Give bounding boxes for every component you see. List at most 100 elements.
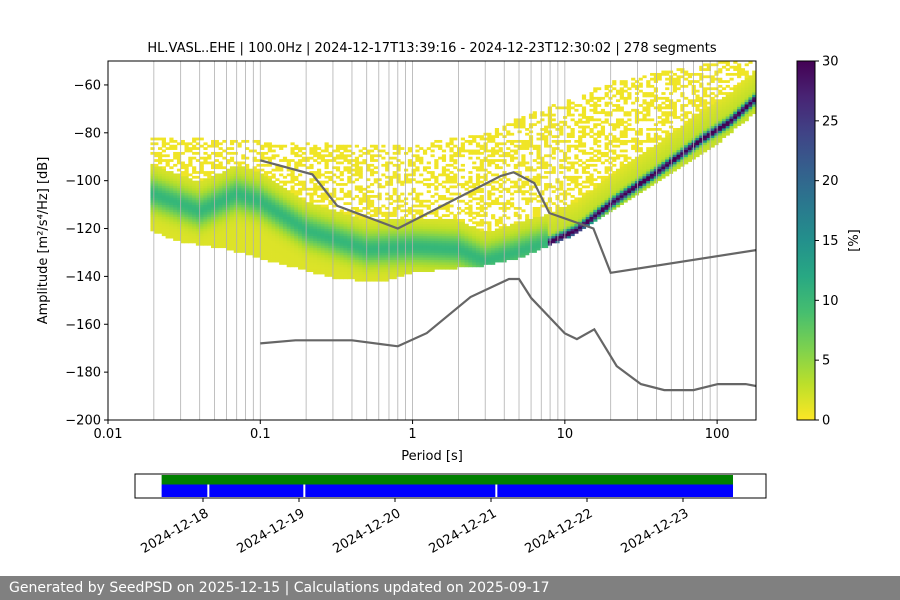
heatmap-cell	[498, 252, 503, 256]
heatmap-cell	[316, 242, 322, 246]
heatmap-cell	[631, 147, 636, 150]
heatmap-cell	[581, 168, 587, 172]
heatmap-cell	[165, 202, 170, 205]
heatmap-cell	[449, 139, 454, 143]
heatmap-cell	[506, 252, 511, 256]
heatmap-cell	[407, 269, 412, 273]
heatmap-cell	[241, 242, 246, 246]
heatmap-cell	[214, 233, 219, 237]
heatmap-cell	[619, 108, 624, 112]
heatmap-cell	[517, 144, 522, 148]
heatmap-cell	[419, 235, 424, 239]
heatmap-cell	[551, 156, 556, 160]
heatmap-cell	[358, 235, 363, 239]
heatmap-cell	[600, 154, 606, 158]
heatmap-cell	[597, 202, 602, 205]
heatmap-cell	[354, 250, 359, 253]
heatmap-cell	[623, 111, 628, 115]
heatmap-cell	[419, 204, 424, 208]
heatmap-cell	[245, 209, 250, 213]
heatmap-cell	[192, 206, 197, 210]
heatmap-cell	[388, 240, 394, 244]
heatmap-cell	[475, 228, 481, 232]
heatmap-cell	[199, 166, 204, 170]
heatmap-cell	[619, 87, 624, 91]
heatmap-cell	[396, 264, 401, 268]
heatmap-cell	[540, 245, 545, 249]
heatmap-cell	[619, 149, 624, 153]
heatmap-cell	[233, 168, 238, 172]
heatmap-cell	[309, 214, 314, 217]
heatmap-cell	[517, 238, 522, 241]
heatmap-cell	[415, 209, 420, 213]
heatmap-cell	[532, 180, 537, 184]
heatmap-cell	[275, 168, 280, 172]
heatmap-cell	[165, 204, 170, 208]
heatmap-cell	[260, 180, 265, 184]
heatmap-cell	[324, 228, 329, 232]
heatmap-cell	[430, 144, 435, 148]
heatmap-cell	[158, 218, 163, 222]
heatmap-cell	[672, 84, 677, 88]
heatmap-cell	[192, 190, 197, 194]
heatmap-cell	[286, 173, 291, 177]
heatmap-cell	[180, 187, 185, 191]
heatmap-cell	[650, 147, 655, 150]
heatmap-cell	[453, 242, 458, 246]
heatmap-cell	[491, 245, 496, 249]
heatmap-cell	[536, 154, 541, 158]
heatmap-cell	[460, 250, 465, 253]
heatmap-cell	[578, 163, 583, 167]
heatmap-cell	[241, 199, 246, 203]
heatmap-cell	[237, 199, 242, 203]
heatmap-cell	[313, 206, 318, 210]
heatmap-cell	[282, 228, 288, 232]
heatmap-cell	[158, 206, 163, 210]
heatmap-cell	[248, 242, 254, 246]
heatmap-cell	[472, 264, 477, 268]
heatmap-cell	[540, 161, 545, 165]
heatmap-cell	[381, 149, 386, 153]
heatmap-cell	[358, 257, 363, 261]
heatmap-cell	[464, 252, 469, 256]
heatmap-cell	[351, 168, 356, 172]
heatmap-cell	[169, 204, 174, 208]
heatmap-cell	[351, 271, 356, 275]
heatmap-cell	[479, 240, 484, 244]
heatmap-cell	[392, 218, 397, 222]
heatmap-cell	[445, 206, 450, 210]
heatmap-cell	[229, 233, 235, 237]
heatmap-cell	[286, 230, 291, 234]
heatmap-cell	[438, 226, 443, 229]
heatmap-cell	[392, 175, 397, 179]
heatmap-cell	[589, 94, 594, 98]
heatmap-cell	[263, 187, 269, 191]
heatmap-cell	[150, 147, 155, 150]
heatmap-cell	[271, 180, 276, 184]
heatmap-cell	[426, 166, 431, 170]
heatmap-cell	[434, 161, 439, 165]
heatmap-cell	[279, 238, 284, 241]
heatmap-cell	[521, 161, 526, 165]
heatmap-cell	[589, 209, 594, 213]
heatmap-cell	[377, 254, 382, 258]
heatmap-cell	[211, 242, 216, 246]
heatmap-cell	[203, 223, 208, 227]
heatmap-cell	[597, 187, 602, 191]
heatmap-cell	[593, 137, 598, 141]
heatmap-cell	[309, 245, 314, 249]
heatmap-cell	[180, 183, 185, 186]
heatmap-cell	[540, 218, 545, 222]
heatmap-cell	[339, 156, 344, 160]
heatmap-cell	[286, 264, 291, 268]
heatmap-cell	[521, 144, 526, 148]
heatmap-cell	[438, 183, 443, 186]
heatmap-cell	[570, 132, 575, 136]
heatmap-cell	[229, 171, 235, 174]
heatmap-cell	[612, 192, 617, 196]
heatmap-cell	[479, 151, 484, 155]
heatmap-cell	[494, 238, 500, 241]
heatmap-cell	[279, 223, 284, 227]
heatmap-cell	[653, 94, 658, 98]
heatmap-cell	[332, 190, 337, 194]
